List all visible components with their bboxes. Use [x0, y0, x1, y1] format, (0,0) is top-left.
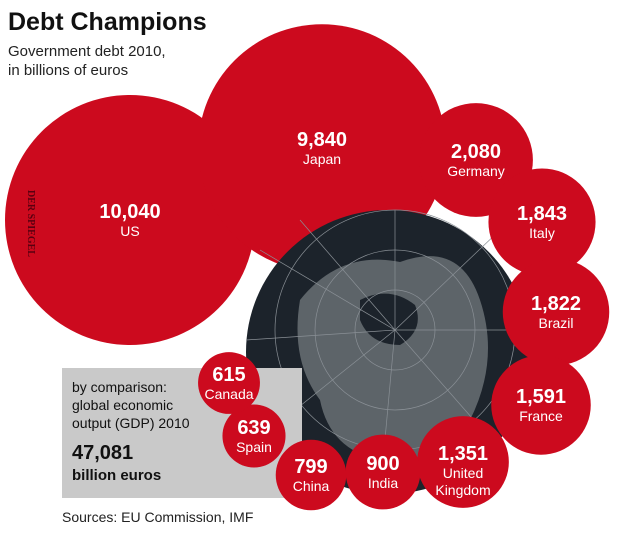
comparison-text: by comparison: [72, 379, 167, 395]
bubble [198, 24, 446, 272]
value-label: 1,591 [516, 386, 566, 408]
source: Sources: EU Commission, IMF [62, 509, 253, 525]
category-label: Germany [447, 163, 505, 179]
value-label: 615 [212, 364, 245, 386]
comparison-text: output (GDP) 2010 [72, 415, 190, 431]
category-label: France [519, 408, 563, 424]
bubble [5, 95, 255, 345]
bubble [275, 439, 347, 511]
value-label: 10,040 [99, 201, 160, 223]
category-label: US [120, 223, 139, 239]
comparison-text: global economic [72, 397, 173, 413]
subtitle: Government debt 2010, [8, 43, 166, 60]
value-label: 9,840 [297, 129, 347, 151]
category-label: Brazil [538, 315, 573, 331]
value-label: 799 [294, 456, 327, 478]
gdp-unit: billion euros [72, 467, 161, 484]
category-label: United Kingdom [435, 465, 490, 498]
value-label: 900 [366, 453, 399, 475]
value-label: 1,822 [531, 293, 581, 315]
bubble [222, 404, 286, 468]
bubble [198, 352, 260, 414]
gdp-value: 47,081 [72, 442, 133, 464]
value-label: 639 [237, 417, 270, 439]
watermark: DER SPIEGEL [25, 190, 36, 257]
subtitle: in billions of euros [8, 62, 128, 79]
category-label: Spain [236, 439, 272, 455]
value-label: 2,080 [451, 141, 501, 163]
bubble [488, 168, 596, 276]
bubble [502, 258, 610, 366]
category-label: Canada [204, 386, 253, 402]
chart-title: Debt Champions [8, 8, 207, 36]
bubble [491, 355, 591, 455]
bubble [417, 416, 509, 508]
category-label: China [293, 478, 330, 494]
category-label: Japan [303, 151, 341, 167]
value-label: 1,351 [438, 443, 488, 465]
category-label: India [368, 475, 399, 491]
bubble [345, 434, 421, 510]
value-label: 1,843 [517, 203, 567, 225]
category-label: Italy [529, 225, 555, 241]
